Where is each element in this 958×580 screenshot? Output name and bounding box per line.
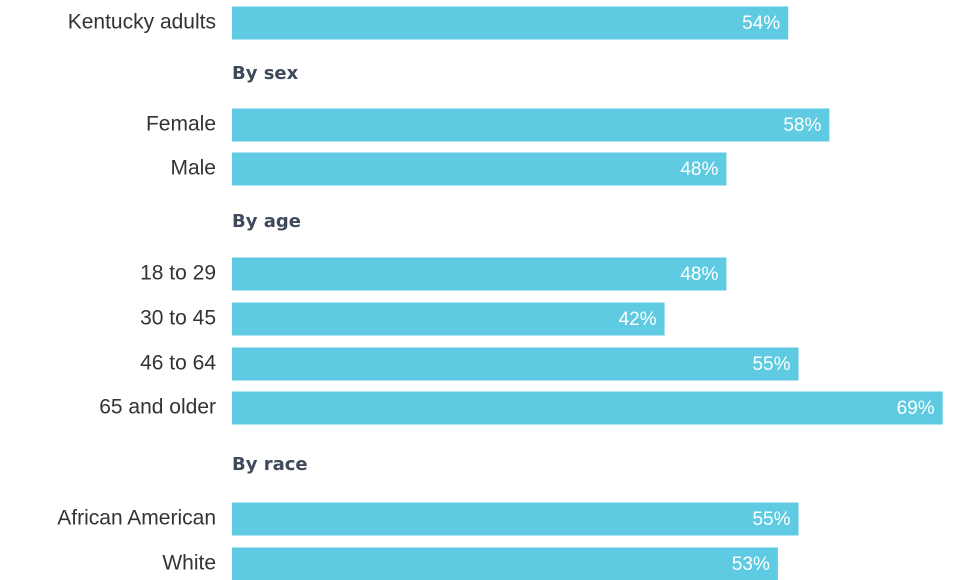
category-label: 46 to 64: [140, 352, 216, 375]
bar-row: Male 48%: [170, 152, 727, 186]
bar: [232, 6, 789, 40]
data-label: 55%: [752, 509, 790, 530]
group-heading: By race: [232, 454, 308, 475]
data-label: 53%: [732, 554, 770, 575]
bar: [232, 547, 778, 580]
category-label: Female: [146, 113, 216, 136]
data-label: 54%: [742, 13, 780, 34]
bar: [232, 391, 943, 425]
group-heading: By age: [232, 211, 301, 232]
data-label: 69%: [897, 398, 935, 419]
category-label: African American: [57, 507, 216, 530]
bar: [232, 302, 665, 336]
bar-row: 30 to 45 42%: [140, 302, 665, 336]
bar: [232, 502, 799, 536]
bar-row: African American 55%: [57, 502, 799, 536]
data-label: 42%: [619, 309, 657, 330]
bar-row: 46 to 64 55%: [140, 347, 799, 381]
category-label: 30 to 45: [140, 307, 216, 330]
category-label: White: [162, 552, 216, 575]
category-label: 18 to 29: [140, 262, 216, 285]
data-label: 58%: [783, 115, 821, 136]
category-label: Male: [170, 157, 216, 180]
bar-row: 65 and older 69%: [99, 391, 943, 425]
bar: [232, 108, 830, 142]
bar: [232, 257, 727, 291]
bar-row: Kentucky adults 54%: [68, 6, 789, 40]
bar-row: 18 to 29 48%: [140, 257, 727, 291]
data-label: 48%: [680, 264, 718, 285]
data-label: 48%: [680, 159, 718, 180]
category-label: Kentucky adults: [68, 11, 216, 34]
group-heading: By sex: [232, 63, 299, 84]
bar-row: Female 58%: [146, 108, 830, 142]
bar-row: White 53%: [162, 547, 778, 580]
data-label: 55%: [752, 354, 790, 375]
category-label: 65 and older: [99, 396, 216, 419]
bar: [232, 347, 799, 381]
bar: [232, 152, 727, 186]
